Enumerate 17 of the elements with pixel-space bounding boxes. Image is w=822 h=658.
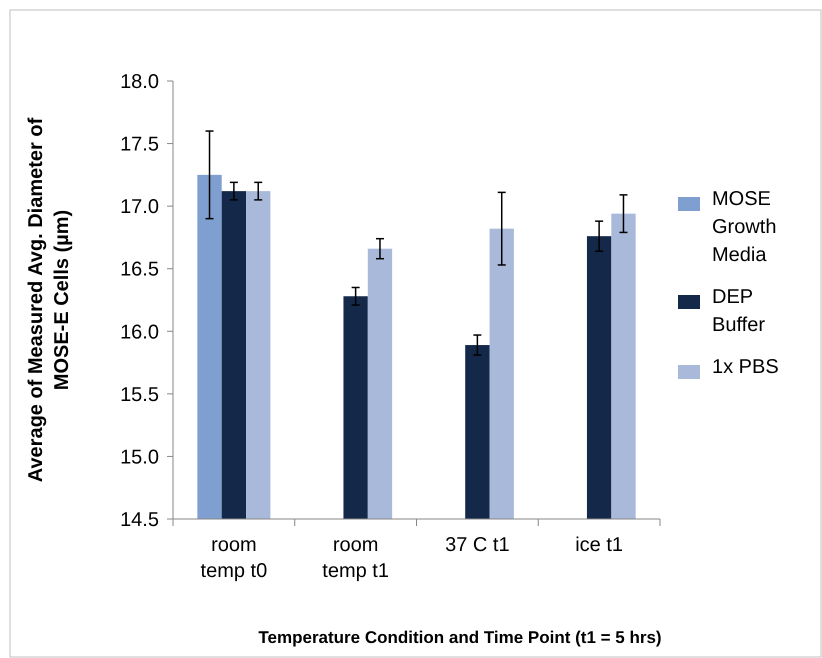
legend-label: 1x PBS <box>712 356 779 378</box>
y-tick-label: 14.5 <box>120 509 159 531</box>
y-tick-label: 18.0 <box>120 71 159 93</box>
y-axis-title: Average of Measured Avg. Diameter of MOSE-E Cells (µm) <box>25 117 73 482</box>
y-tick-label: 15.0 <box>120 446 159 468</box>
x-axis-title: Temperature Condition and Time Point (t1 = 5 hrs) <box>258 628 662 647</box>
x-tick-label: room temp t0 <box>200 534 268 582</box>
y-tick-label: 17.0 <box>120 196 159 218</box>
y-tick-label: 16.0 <box>120 321 159 344</box>
y-tick-label: 15.5 <box>120 384 159 406</box>
x-tick-label: ice t1 <box>575 534 624 556</box>
x-tick-label: 37 C t1 <box>445 534 510 556</box>
y-tick-label: 16.5 <box>120 258 159 281</box>
legend-label: DEP Buffer <box>712 286 766 336</box>
y-tick-label: 17.5 <box>120 134 159 156</box>
x-tick-label: room temp t1 <box>322 534 389 582</box>
legend-label: MOSE Growth Media <box>712 188 776 266</box>
